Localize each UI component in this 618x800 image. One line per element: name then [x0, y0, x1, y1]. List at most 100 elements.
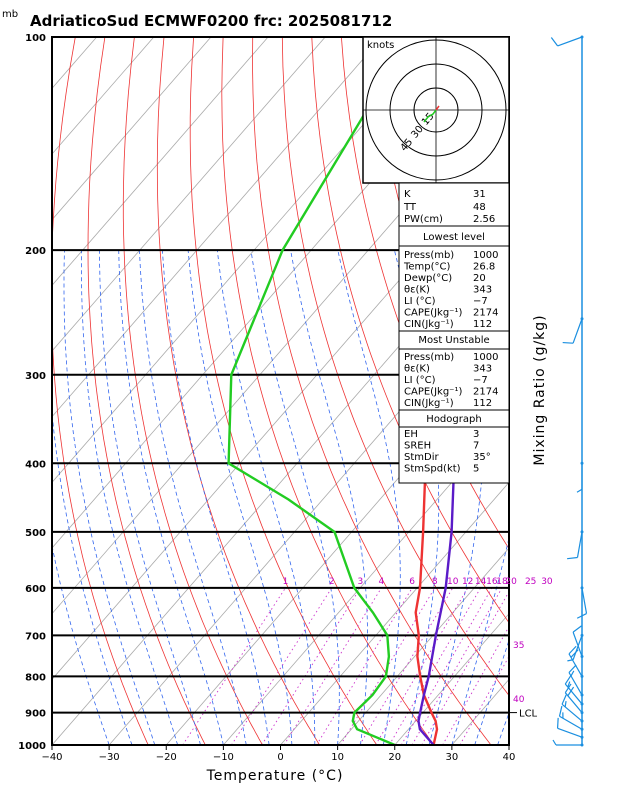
pw-value: 2.56: [473, 214, 495, 225]
mixing-ratio-label: 18: [496, 577, 508, 587]
mixing-ratio-label: 30: [541, 577, 553, 587]
dry-adiabat: [221, 37, 435, 745]
dry-adiabat: [608, 37, 618, 745]
wind-barb-dot: [580, 743, 584, 747]
table-row-value: 5: [473, 464, 479, 475]
x-tick-label: 10: [331, 752, 344, 763]
tt-label: TT: [403, 202, 417, 213]
mixing-ratio-label: 14: [475, 577, 487, 587]
wind-barb: [572, 635, 583, 660]
isotherm: [52, 37, 440, 483]
hodograph-header: Hodograph: [426, 414, 481, 425]
mixing-ratio-label: 2: [329, 577, 335, 587]
wind-barb-flag: [558, 705, 563, 717]
mixing-ratio-line: [231, 587, 333, 745]
wind-barb: [568, 653, 583, 677]
table-row-label: CIN(Jkg⁻¹): [404, 398, 454, 409]
table-row-label: EH: [404, 429, 418, 440]
wind-barb-flag: [567, 556, 578, 560]
wind-barb: [561, 703, 583, 722]
wind-barb-dot: [580, 735, 584, 739]
mixing-ratio-line: [359, 587, 454, 745]
moist-adiabat: [337, 250, 401, 745]
wind-barb-flag: [572, 625, 582, 633]
table-row-value: 20: [473, 273, 486, 284]
dry-adiabat: [252, 37, 492, 745]
moist-adiabat: [290, 250, 368, 745]
lcl-label: LCL: [519, 709, 538, 720]
moist-adiabat: [99, 250, 201, 745]
table-row-value: 3: [473, 429, 479, 440]
table-row-value: 7: [473, 441, 479, 452]
pressure-tick-label: 900: [25, 709, 46, 720]
chart-title: AdriaticoSud ECMWF0200 frc: 2025081712: [30, 12, 392, 30]
table-row-label: Press(mb): [404, 250, 454, 261]
dry-adiabat: [156, 37, 320, 745]
dewpoint-line: [227, 37, 412, 745]
moist-adiabat: [63, 250, 156, 745]
wind-barb-dot: [580, 727, 584, 731]
wind-barb-dot: [580, 655, 584, 659]
dry-adiabat: [341, 37, 509, 550]
theta-label: 40: [513, 695, 525, 705]
table-row-label: Press(mb): [404, 352, 454, 363]
pressure-tick-label: 100: [25, 33, 46, 44]
mixing-ratio-line: [421, 590, 509, 745]
wind-barb: [557, 727, 583, 738]
wind-barb-flag: [568, 664, 577, 673]
pressure-tick-label: 800: [25, 672, 46, 683]
mixing-ratio-label: 4: [379, 577, 385, 587]
background-lines: [52, 37, 618, 745]
wind-barb: [557, 36, 583, 47]
table-row-value: −7: [473, 296, 488, 307]
isotherm: [52, 37, 212, 221]
table-row-value: 2174: [473, 308, 498, 319]
isotherm: [394, 613, 509, 745]
mixing-ratio-line: [400, 587, 493, 745]
wind-barb: [572, 631, 583, 657]
tt-value: 48: [473, 202, 486, 213]
wind-barb-flag: [564, 674, 572, 685]
mixing-ratio-line: [411, 587, 503, 745]
dry-adiabat: [311, 37, 509, 624]
table-row-value: 112: [473, 398, 492, 409]
mixing-ratio-label: 20: [505, 577, 517, 587]
wind-barb: [564, 692, 583, 713]
isotherm: [337, 547, 509, 745]
wind-barb-flag: [550, 37, 559, 47]
wind-barb-dot: [580, 702, 584, 706]
dry-adiabat: [52, 37, 149, 745]
wind-barb-flag: [561, 694, 567, 705]
wind-barb-flag: [562, 341, 574, 344]
pressure-tick-label: 1000: [18, 741, 46, 752]
mixing-ratio-label: 10: [447, 577, 459, 587]
dry-adiabat: [189, 37, 378, 745]
pressure-tick-label: 700: [25, 631, 46, 642]
table-row-label: LI (°C): [404, 296, 436, 307]
mixing-ratio-line: [316, 587, 413, 745]
wind-barb-flag: [570, 670, 575, 677]
isotherm: [52, 219, 509, 745]
wind-barb-dot: [580, 719, 584, 723]
pressure-tick-label: 400: [25, 459, 46, 470]
wind-barb-flag: [567, 681, 571, 688]
x-tick-label: 0: [277, 752, 283, 763]
wind-barb-dot: [580, 633, 584, 637]
mixing-ratio-line: [261, 587, 361, 745]
x-tick-label: −10: [213, 752, 234, 763]
table-row-label: θε(K): [404, 285, 430, 296]
wind-barb-dot: [580, 530, 584, 534]
table-row-label: StmSpd(kt): [404, 464, 461, 475]
mixing-ratio-line: [442, 625, 509, 745]
x-tick-label: 30: [446, 752, 459, 763]
wind-barb-dot: [580, 35, 584, 39]
table-row-label: CAPE(Jkg⁻¹): [404, 387, 462, 398]
wind-barb-dot: [580, 461, 584, 465]
table-row-label: Dewp(°C): [404, 273, 452, 284]
isotherm: [52, 37, 269, 286]
mixing-ratio-label: 25: [525, 577, 536, 587]
k-label: K: [404, 189, 411, 200]
wind-barb-flag: [564, 701, 567, 707]
